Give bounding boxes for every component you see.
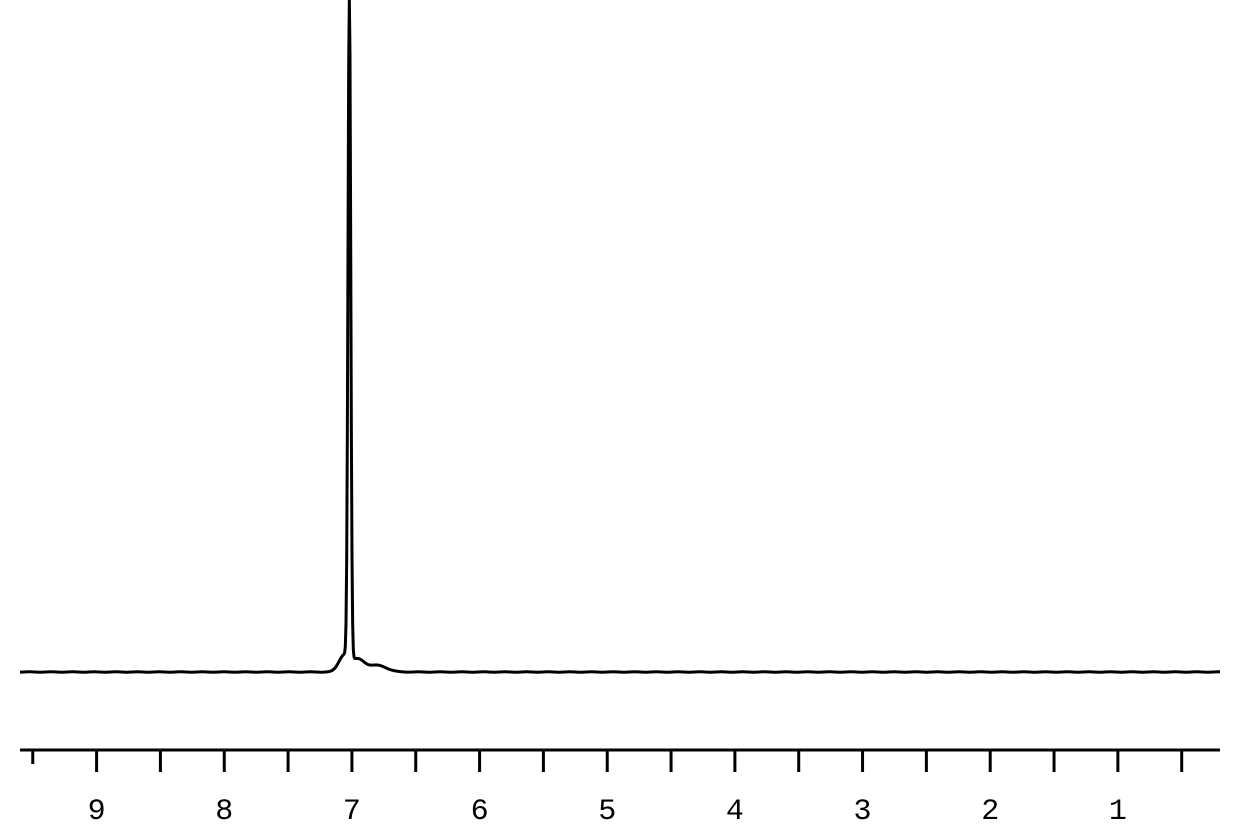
- tick-label: 9: [88, 795, 106, 829]
- nmr-spectrum-plot: 9 8 7 6 5 4 3 2 1: [0, 0, 1240, 833]
- tick-label: 3: [854, 795, 872, 829]
- tick-label: 7: [343, 795, 361, 829]
- tick-label: 2: [981, 795, 999, 829]
- tick-label: 1: [1109, 795, 1127, 829]
- x-axis-ticks: [33, 750, 1182, 772]
- tick-label: 6: [471, 795, 489, 829]
- tick-label: 5: [598, 795, 616, 829]
- x-axis-labels: 9 8 7 6 5 4 3 2 1: [88, 795, 1127, 829]
- tick-label: 4: [726, 795, 744, 829]
- spectrum-trace: [20, 0, 1220, 672]
- tick-label: 8: [215, 795, 233, 829]
